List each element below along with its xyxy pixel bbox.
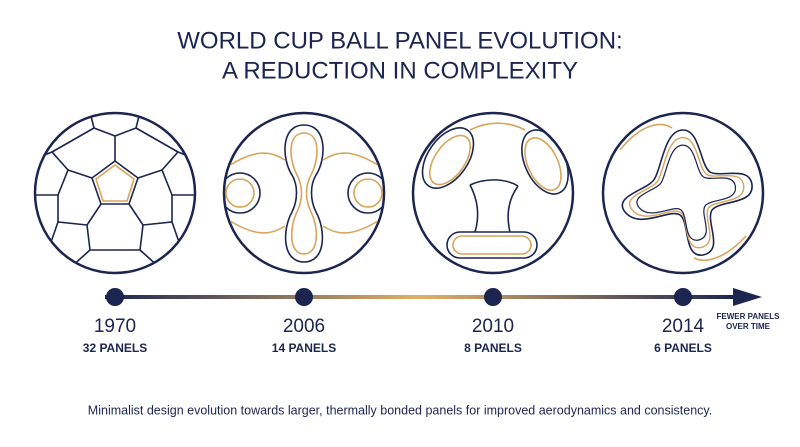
year: 1970 (94, 316, 136, 337)
ball-2006 (222, 111, 386, 275)
timeline-dot (674, 288, 692, 306)
arrow-label: OVER TIME (726, 322, 771, 331)
ball-1970 (33, 111, 197, 275)
year: 2006 (283, 316, 325, 337)
title-line: WORLD CUP BALL PANEL EVOLUTION: (177, 27, 622, 54)
caption: Minimalist design evolution towards larg… (88, 403, 712, 417)
year: 2014 (662, 316, 705, 337)
timeline (105, 295, 735, 299)
title-line: A REDUCTION IN COMPLEXITY (222, 57, 578, 84)
ball-2010 (411, 111, 575, 275)
panel-count: 14 PANELS (272, 341, 336, 355)
arrowhead (733, 288, 762, 306)
panel-count: 32 PANELS (83, 341, 147, 355)
arrow-label: FEWER PANELS (717, 312, 781, 321)
timeline-dot (106, 288, 124, 306)
year: 2010 (472, 316, 514, 337)
timeline-dot (295, 288, 313, 306)
ball-2014 (601, 111, 765, 275)
timeline-dot (484, 288, 502, 306)
panel-count: 8 PANELS (464, 341, 522, 355)
panel-count: 6 PANELS (654, 341, 712, 355)
